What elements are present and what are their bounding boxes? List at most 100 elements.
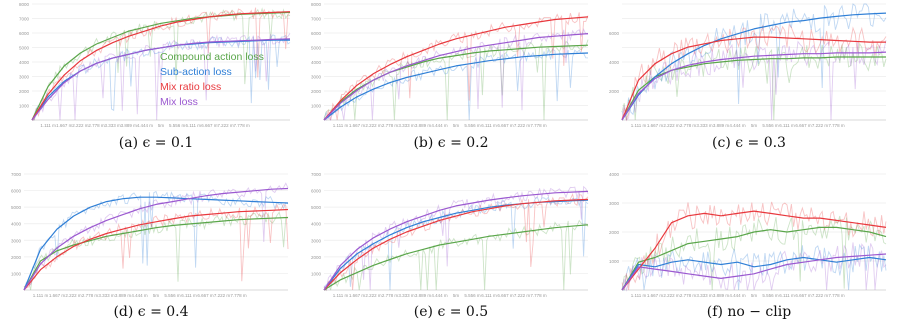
x-tick-label: 3.889 m	[415, 123, 432, 128]
raw-trace-compound-action-loss	[323, 39, 589, 121]
caption-c: (c) ϵ = 0.3	[712, 135, 786, 151]
y-tick-label: 6000	[19, 31, 30, 36]
raw-trace-mix-ratio-loss	[323, 192, 589, 291]
x-tick-label: 5.556 m	[464, 293, 481, 298]
x-tick-label: 1.111 m	[40, 123, 56, 128]
x-tick-label: 4.444 m	[131, 293, 148, 298]
series-line-sub-action-loss	[323, 52, 589, 121]
y-tick-label: 2000	[311, 89, 322, 94]
raw-trace-mix-loss	[323, 28, 589, 121]
x-tick-label: 3.333 m	[104, 123, 121, 128]
raw-trace-sub-action-loss	[31, 34, 291, 121]
series-line-mix-ratio-loss	[31, 11, 291, 121]
raw-trace-mix-loss	[621, 40, 887, 121]
x-tick-label: 7.778 m	[230, 293, 247, 298]
y-tick-label: 4000	[609, 172, 620, 177]
x-tick-label: 3.333 m	[696, 293, 713, 298]
x-tick-label: 2.778 m	[88, 123, 105, 128]
y-tick-label: 3000	[19, 75, 30, 80]
x-tick-label: 6.111 m	[481, 123, 497, 128]
x-tick-label: 4.444 m	[431, 293, 448, 298]
y-tick-label: 1000	[609, 259, 620, 264]
y-tick-label: 7000	[11, 172, 22, 177]
x-tick-label: 2.222 m	[663, 293, 680, 298]
y-tick-label: 4000	[11, 222, 22, 227]
x-tick-label: 7.222 m	[214, 293, 231, 298]
series-line-mix-loss	[23, 187, 289, 291]
x-tick-label: 6.667 m	[497, 123, 514, 128]
x-tick-label: 5.556 m	[464, 123, 481, 128]
x-tick-label: 3.889 m	[115, 293, 132, 298]
x-tick-label: 3.889 m	[713, 293, 730, 298]
y-tick-label: 5000	[19, 46, 30, 51]
x-tick-label: 6.111 m	[185, 123, 201, 128]
x-tick-label: 7.778 m	[530, 123, 547, 128]
x-tick-label: 1.111 m	[631, 293, 647, 298]
x-tick-label: 4.444 m	[729, 293, 746, 298]
series-line-mix-ratio-loss	[323, 16, 589, 121]
y-tick-label: 2000	[609, 89, 620, 94]
y-tick-label: 6000	[11, 189, 22, 194]
x-tick-label: 6.667 m	[197, 293, 214, 298]
series-line-mix-ratio-loss	[621, 36, 886, 121]
y-tick-label: 4000	[609, 60, 620, 65]
y-tick-label: 1000	[311, 104, 322, 109]
x-tick-label: 3.889 m	[121, 123, 138, 128]
legend: Compound action loss Sub-action loss Mix…	[160, 50, 264, 110]
x-tick-label: 7.778 m	[828, 293, 845, 298]
x-tick-label: 3.333 m	[398, 293, 415, 298]
x-tick-label: 7.778 m	[530, 293, 547, 298]
x-tick-label: 5m	[751, 293, 758, 298]
x-tick-label: 1.111 m	[333, 123, 349, 128]
x-tick-label: 7.778 m	[828, 123, 845, 128]
x-tick-label: 6.667 m	[795, 123, 812, 128]
series-line-sub-action-loss	[23, 196, 289, 291]
y-tick-label: 5000	[311, 46, 322, 51]
x-tick-label: 5m	[453, 293, 460, 298]
y-tick-label: 6000	[311, 189, 322, 194]
x-tick-label: 6.111 m	[481, 293, 497, 298]
x-tick-label: 3.333 m	[696, 123, 713, 128]
x-tick-label: 6.667 m	[795, 293, 812, 298]
y-tick-label: 2000	[609, 230, 620, 235]
x-tick-label: 7.222 m	[514, 293, 531, 298]
series-line-mix-loss	[31, 38, 291, 121]
x-tick-label: 5m	[453, 123, 460, 128]
raw-trace-mix-ratio-loss	[621, 201, 887, 291]
series-line-mix-loss	[323, 33, 589, 121]
raw-trace-mix-ratio-loss	[621, 23, 887, 122]
x-tick-label: 2.222 m	[663, 123, 680, 128]
x-tick-label: 2.222 m	[72, 123, 89, 128]
y-tick-label: 4000	[311, 60, 322, 65]
y-tick-label: 8000	[19, 2, 30, 7]
series-line-compound-action-loss	[23, 216, 289, 291]
series-line-compound-action-loss	[31, 11, 291, 121]
raw-trace-mix-ratio-loss	[23, 203, 289, 289]
x-tick-label: 1.667 m	[349, 123, 366, 128]
x-tick-label: 3.333 m	[98, 293, 115, 298]
series-line-compound-action-loss	[621, 226, 887, 291]
series-line-mix-loss	[323, 190, 589, 291]
caption-e: (e) ϵ = 0.5	[413, 304, 489, 320]
panel-e: 1000 2000 3000 4000 5000 6000 7000 1.111 m 1.667…	[306, 170, 596, 329]
x-tick-label: 7.222 m	[514, 123, 531, 128]
x-tick-label: 1.111 m	[333, 293, 349, 298]
x-tick-label: 2.778 m	[680, 123, 697, 128]
x-tick-label: 5m	[751, 123, 758, 128]
x-tick-label: 2.222 m	[65, 293, 82, 298]
y-tick-label: 4000	[311, 222, 322, 227]
panel-c: 2000 4000 6000 1.111 m 1.667 m 2.222 m 2.778 m…	[604, 0, 894, 160]
x-tick-label: 1.667 m	[56, 123, 73, 128]
legend-item-mix-ratio-loss: Mix ratio loss	[160, 81, 222, 93]
series-line-mix-ratio-loss	[23, 208, 289, 291]
series-line-mix-loss	[621, 253, 887, 291]
series-line-sub-action-loss	[621, 12, 887, 121]
raw-trace-sub-action-loss	[23, 190, 289, 291]
series-line-compound-action-loss	[323, 224, 589, 291]
y-tick-label: 4000	[19, 60, 30, 65]
x-tick-label: 7.222 m	[812, 293, 829, 298]
x-tick-label: 7.222 m	[812, 123, 829, 128]
